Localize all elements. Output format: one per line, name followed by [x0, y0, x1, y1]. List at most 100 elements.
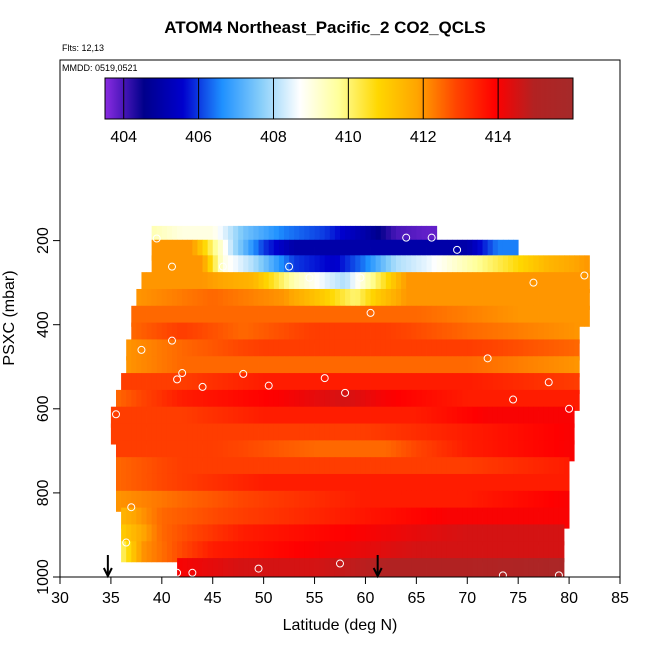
heatmap-cell	[528, 507, 534, 529]
heatmap-cell	[243, 255, 249, 277]
heatmap-cell	[553, 507, 560, 529]
heatmap-cell	[350, 225, 356, 247]
heatmap-cell	[197, 457, 203, 479]
heatmap-cell	[446, 423, 453, 445]
heatmap-cell	[248, 322, 254, 344]
heatmap-row	[121, 541, 565, 563]
heatmap-cell	[390, 288, 397, 310]
heatmap-cell	[334, 339, 341, 361]
heatmap-cell	[406, 339, 412, 361]
heatmap-cell	[350, 440, 356, 462]
heatmap-cell	[304, 440, 310, 462]
heatmap-cell	[212, 225, 219, 247]
heatmap-cell	[457, 541, 463, 563]
heatmap-cell	[309, 322, 315, 344]
heatmap-cell	[248, 423, 254, 445]
heatmap-cell	[309, 339, 315, 361]
heatmap-cell	[487, 255, 494, 277]
heatmap-cell	[319, 272, 326, 294]
heatmap-cell	[146, 322, 153, 344]
heatmap-cell	[248, 558, 254, 577]
heatmap-cell	[502, 339, 509, 361]
heatmap-cell	[202, 305, 209, 327]
heatmap-cell	[416, 440, 422, 462]
heatmap-cell	[365, 272, 371, 294]
heatmap-cell	[370, 541, 377, 563]
heatmap-cell	[146, 490, 153, 512]
heatmap-row	[116, 389, 580, 411]
heatmap-cell	[248, 440, 254, 462]
heatmap-cell	[121, 473, 127, 495]
heatmap-cell	[304, 423, 310, 445]
heatmap-cell	[467, 558, 473, 577]
heatmap-cell	[467, 440, 473, 462]
heatmap-cell	[401, 490, 407, 512]
heatmap-cell	[314, 272, 321, 294]
heatmap-cell	[319, 406, 326, 428]
heatmap-cell	[131, 339, 137, 361]
heatmap-cell	[416, 524, 422, 546]
heatmap-cell	[421, 239, 427, 261]
heatmap-cell	[543, 288, 550, 310]
heatmap-cell	[289, 558, 295, 577]
heatmap-cell	[151, 473, 158, 495]
heatmap-cell	[207, 541, 214, 563]
heatmap-cell	[538, 473, 545, 495]
heatmap-cell	[436, 541, 443, 563]
heatmap-cell	[212, 524, 219, 546]
heatmap-cell	[324, 507, 331, 529]
heatmap-cell	[177, 272, 183, 294]
heatmap-cell	[268, 356, 275, 378]
heatmap-cell	[350, 473, 356, 495]
heatmap-cell	[217, 440, 224, 462]
heatmap-cell	[273, 490, 280, 512]
heatmap-cell	[233, 225, 239, 247]
heatmap-cell	[329, 255, 336, 277]
heatmap-cell	[121, 490, 127, 512]
heatmap-cell	[360, 373, 366, 395]
heatmap-cell	[482, 524, 489, 546]
heatmap-cell	[243, 305, 249, 327]
cells-layer	[110, 225, 590, 577]
heatmap-cell	[222, 356, 229, 378]
heatmap-cell	[324, 239, 331, 261]
x-tick-label: 50	[255, 590, 273, 607]
heatmap-cell	[548, 389, 555, 411]
heatmap-cell	[258, 507, 265, 529]
heatmap-cell	[380, 490, 387, 512]
heatmap-cell	[462, 558, 468, 577]
heatmap-cell	[401, 305, 407, 327]
heatmap-cell	[538, 339, 545, 361]
heatmap-cell	[299, 406, 305, 428]
heatmap-cell	[324, 339, 331, 361]
heatmap-cell	[273, 239, 280, 261]
heatmap-cell	[294, 239, 300, 261]
heatmap-cell	[385, 457, 392, 479]
heatmap-cell	[202, 524, 209, 546]
heatmap-cell	[396, 524, 402, 546]
heatmap-cell	[558, 339, 565, 361]
heatmap-cell	[538, 272, 545, 294]
heatmap-cell	[421, 558, 427, 577]
heatmap-cell	[380, 473, 387, 495]
heatmap-cell	[263, 507, 270, 529]
heatmap-cell	[238, 440, 244, 462]
heatmap-cell	[243, 423, 249, 445]
heatmap-cell	[345, 507, 351, 529]
heatmap-cell	[268, 490, 275, 512]
heatmap-cell	[263, 322, 270, 344]
heatmap-cell	[436, 288, 443, 310]
heatmap-cell	[446, 255, 453, 277]
heatmap-cell	[228, 305, 234, 327]
heatmap-cell	[431, 255, 438, 277]
heatmap-cell	[243, 225, 249, 247]
heatmap-cell	[263, 457, 270, 479]
heatmap-cell	[350, 490, 356, 512]
heatmap-cell	[182, 490, 188, 512]
heatmap-cell	[319, 490, 326, 512]
heatmap-cell	[513, 239, 519, 261]
heatmap-cell	[212, 305, 219, 327]
heatmap-cell	[564, 272, 570, 294]
heatmap-cell	[319, 255, 326, 277]
heatmap-cell	[345, 541, 351, 563]
